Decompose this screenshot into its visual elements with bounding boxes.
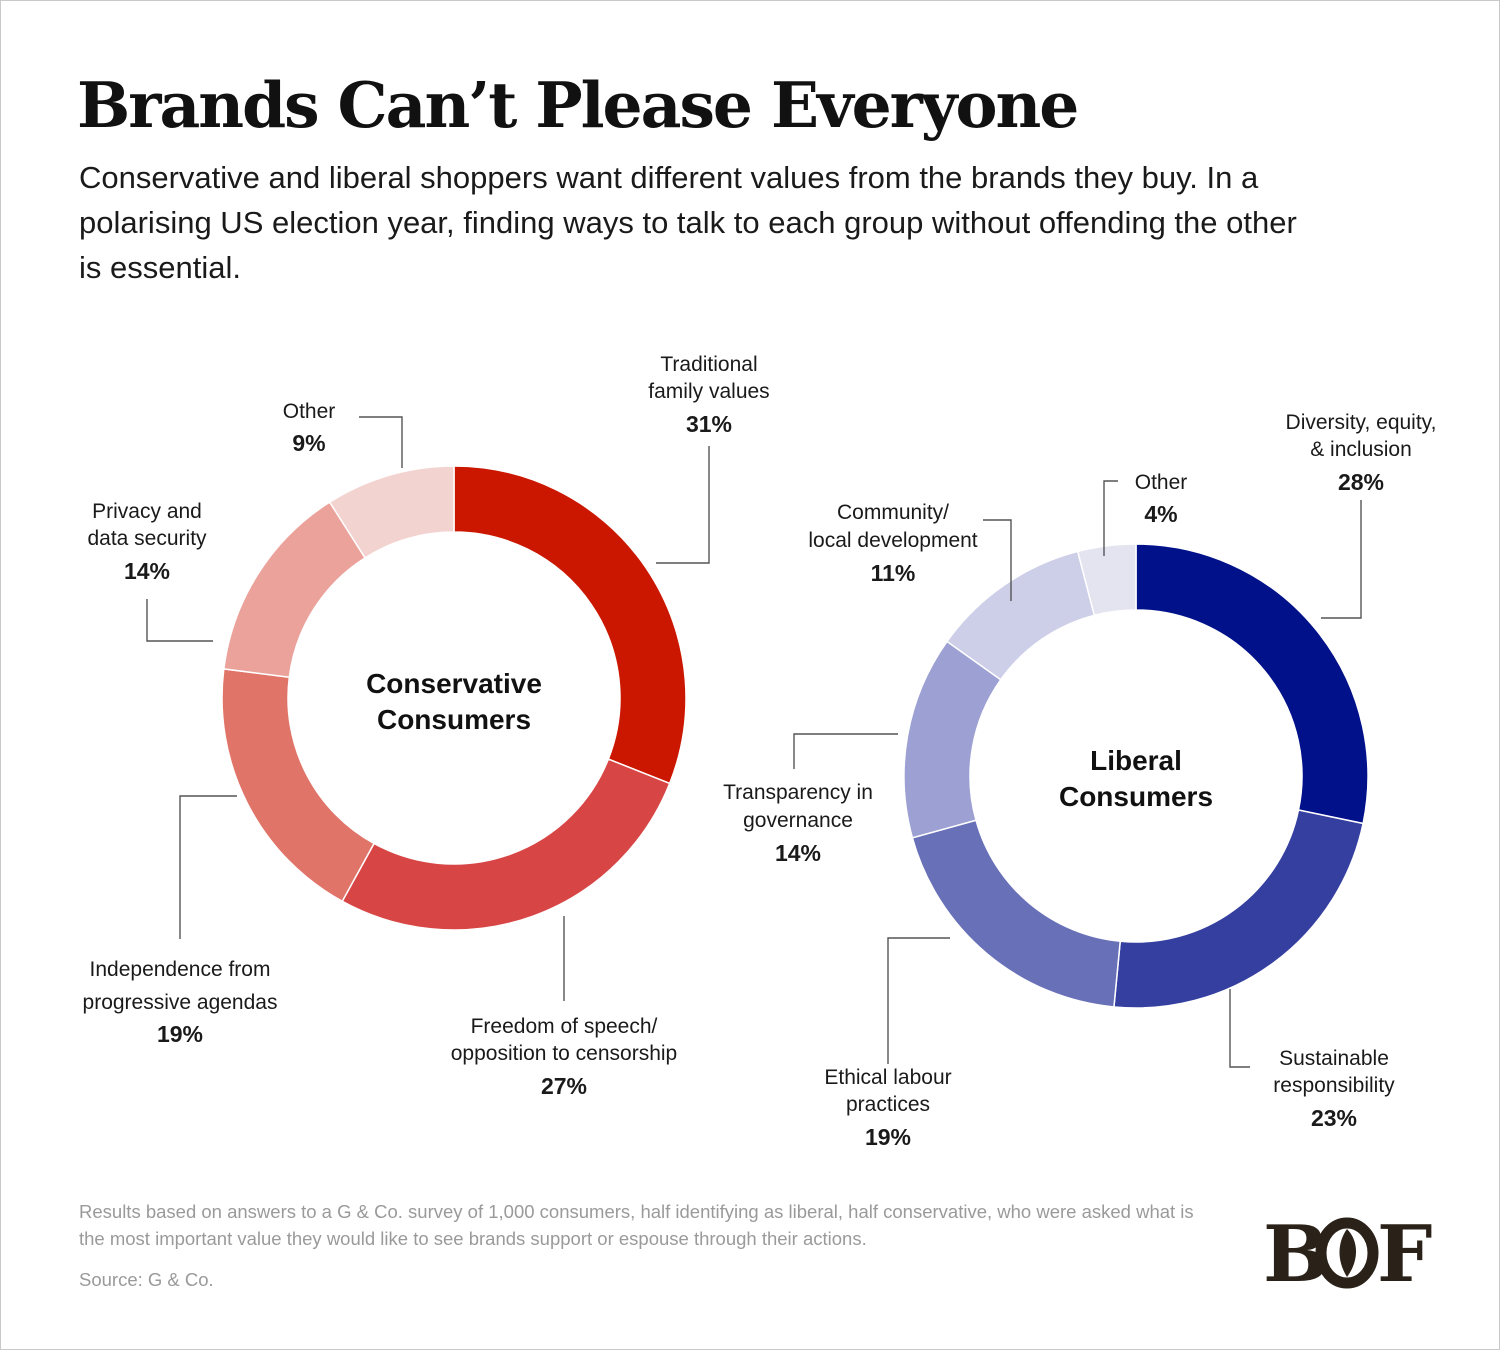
slice-value: 14% [775, 840, 821, 866]
donut-slice [903, 640, 1002, 839]
page-subtitle: Conservative and liberal shoppers want d… [79, 160, 1297, 285]
footnote: Results based on answers to a G & Co. su… [79, 1201, 1194, 1249]
donut-center-label: Consumers [377, 704, 531, 735]
leader-line [656, 446, 710, 564]
donut-slice [222, 501, 367, 679]
leader-line [887, 937, 950, 1064]
donut-slice [1076, 543, 1137, 617]
slice-value: 27% [541, 1073, 587, 1099]
donut-center-label: Consumers [1059, 781, 1213, 812]
donut-center-label: Conservative [366, 668, 542, 699]
leader-line [1229, 989, 1250, 1068]
donut-slice [911, 819, 1122, 1008]
slice-label: Diversity, equity, [1286, 411, 1437, 434]
slice-label: responsibility [1273, 1074, 1395, 1097]
leader-line [359, 416, 403, 468]
svg-text:F: F [1377, 1215, 1432, 1291]
slice-value: 14% [124, 558, 170, 584]
slice-label: Privacy and [92, 500, 202, 523]
bof-logo: B F [1263, 1215, 1432, 1291]
leader-line [1103, 480, 1118, 556]
donut-slice [1113, 809, 1364, 1009]
donut-slice [341, 758, 671, 931]
leader-line [179, 795, 237, 939]
slice-label: Independence from [90, 958, 271, 981]
slice-value: 31% [686, 411, 732, 437]
slice-value: 19% [157, 1021, 203, 1047]
slice-label: data security [87, 527, 207, 550]
slice-value: 4% [1144, 501, 1177, 527]
slice-label: Community/ [837, 501, 949, 524]
leader-line [146, 599, 213, 642]
slice-label: & inclusion [1310, 438, 1412, 461]
donut-slice [221, 668, 376, 903]
slice-value: 28% [1338, 469, 1384, 495]
slice-label: practices [846, 1093, 930, 1116]
slice-label: family values [648, 380, 769, 403]
slice-label: Other [283, 400, 336, 423]
donut-center-label: Liberal [1090, 745, 1182, 776]
slice-label: opposition to censorship [451, 1042, 677, 1065]
slice-value: 11% [871, 560, 916, 586]
slice-value: 23% [1311, 1105, 1357, 1131]
donut-slice [1135, 543, 1369, 825]
donut-chart-1: Traditional family values 31% Freedom of sp… [83, 353, 770, 1099]
donut-slice [453, 465, 687, 785]
donut-slice [328, 465, 455, 559]
slice-label: local development [808, 529, 977, 552]
donut-chart-2: Diversity, equity, & inclusion 28% Sustaina… [723, 411, 1436, 1150]
slice-label: Traditional [660, 353, 757, 376]
slice-label: progressive agendas [83, 991, 278, 1014]
slice-label: Ethical labour [824, 1066, 951, 1089]
slice-value: 19% [865, 1124, 911, 1150]
slice-value: 9% [292, 430, 325, 456]
slice-label: governance [743, 809, 853, 832]
source-note: Source: G & Co. [79, 1269, 214, 1290]
leader-line [793, 733, 898, 769]
slice-label: Sustainable [1279, 1047, 1389, 1070]
slice-label: Other [1135, 471, 1188, 494]
leader-line [983, 519, 1012, 601]
slice-label: Freedom of speech/ [471, 1015, 658, 1038]
leader-line [1321, 500, 1362, 619]
page-title: Brands Can’t Please Everyone [77, 68, 1079, 142]
slice-label: Transparency in [723, 781, 873, 804]
